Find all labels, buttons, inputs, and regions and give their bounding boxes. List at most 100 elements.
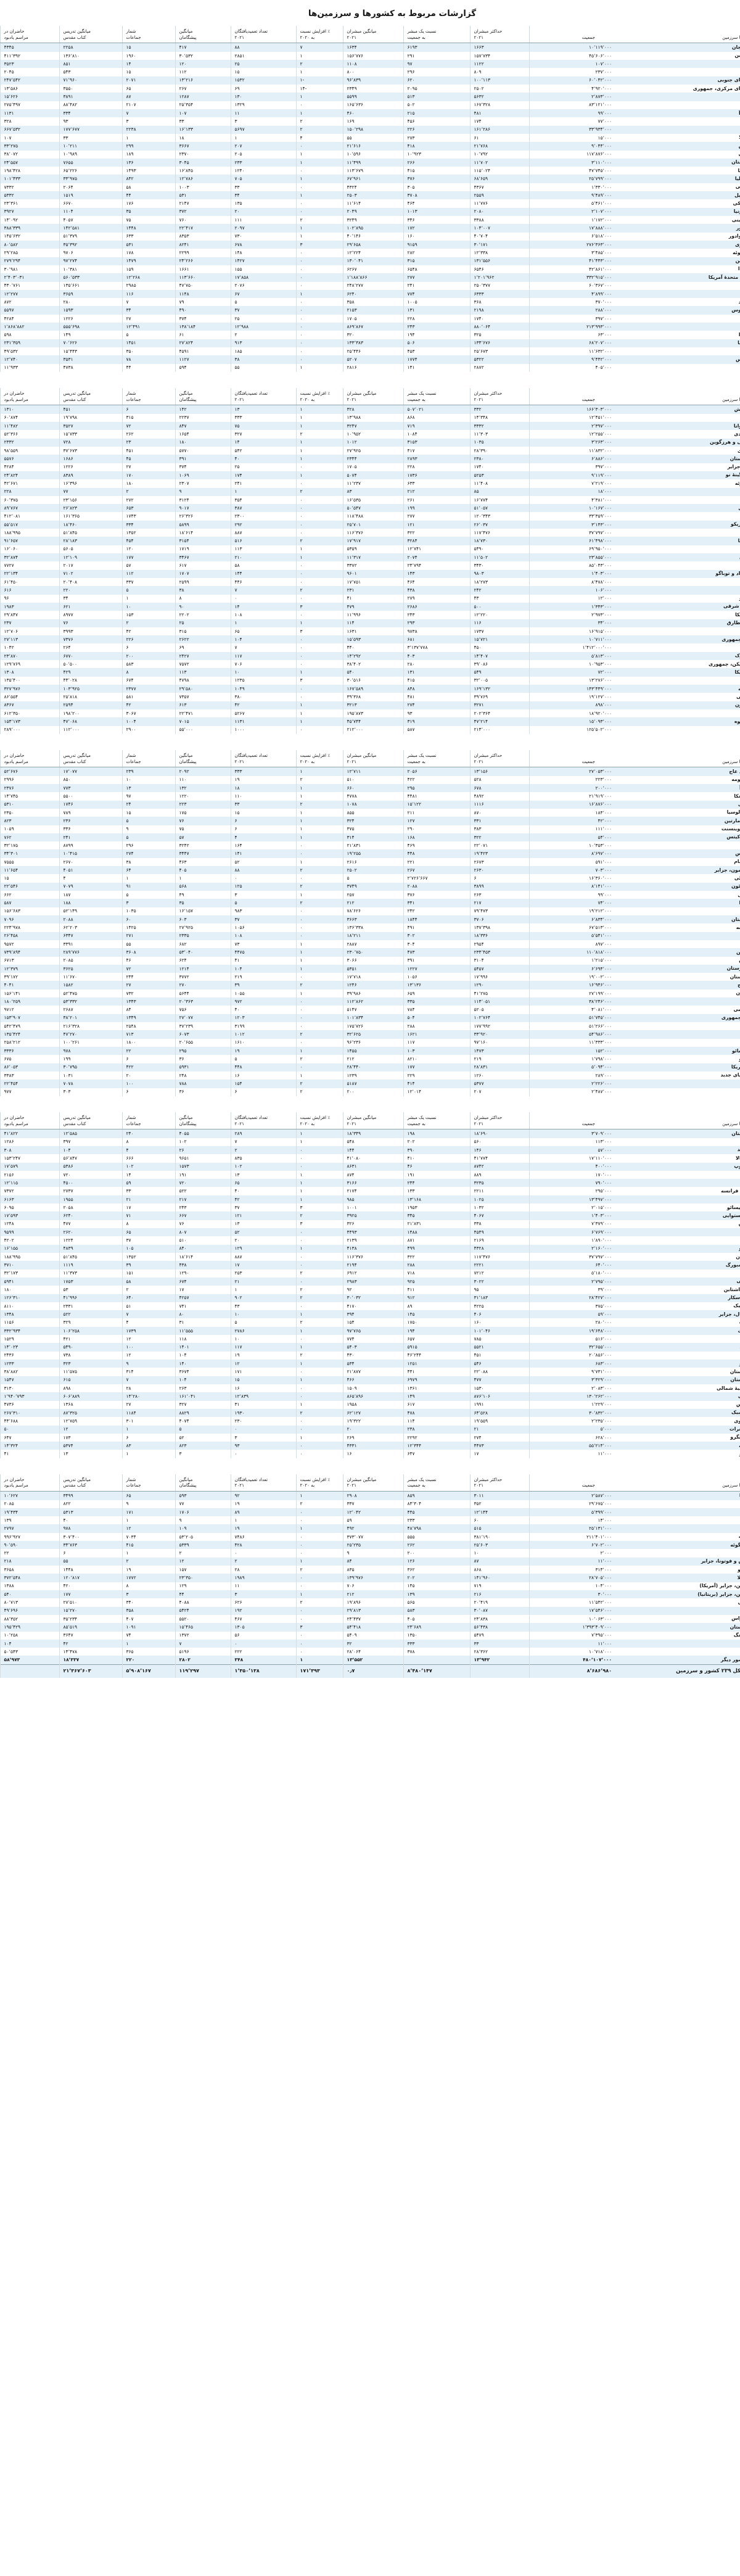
table-row: سنت کیتس۵۴٬۰۰۰۳۲۲۱۶۸۳۱۴۱۴۵۷۵۲۴۱۷۶۲ (0, 833, 735, 841)
cell-baptized: ۳ (208, 1434, 274, 1442)
cell-congregations: ۲۲ (100, 1047, 153, 1055)
cell-avg-studies: ۵۱٬۳۷۹ (37, 233, 100, 241)
cell-name: آذربایجان (625, 43, 735, 52)
cell-avg-pioneers: ۵۶۴۴ (153, 989, 208, 997)
cell-memorial: ۷۶۲ (0, 833, 37, 841)
cell-congregations: ۴۵۴ (100, 537, 153, 545)
table-row: هلند ۱۷٬۵۴۶٬۰۰۰ ۳۰٬۰۸۷ ۵۸۳ ۲۹٬۸۱۳ ۰ ۱۹۲ ۵۴۲۴ ۳۵۸… (0, 1607, 735, 1615)
cell-baptized: ۱۱ (208, 109, 274, 117)
cell-congregations: ۲۷ (100, 1401, 153, 1409)
cell-avg-publishers: ۲۹۰۸ (321, 1492, 381, 1500)
cell-memorial: ۲۴۳۶ (0, 1352, 37, 1360)
cell-pct-increase: ۱ (274, 1195, 321, 1203)
cell-memorial: ۴۴٬۶۸۸ (0, 1417, 37, 1425)
cell-congregations: ۴۲ (100, 627, 153, 635)
cell-pct-increase: ۲ (274, 216, 321, 224)
cell-name: مونته‌نگرو (625, 1434, 735, 1442)
cell-pct-increase: ۱ (274, 68, 321, 76)
cell-ratio: ۱۰۱۳ (381, 208, 448, 216)
cell-pct-increase: ۲ (274, 776, 321, 784)
table-row: فنلاند ۵٬۵۴۱٬۰۰۰ ۱۸٬۳۳۶ ۳۰۲ ۱۸٬۲۱۱ ۰ ۱۰۸ ۲۳۳۵ ۲۷… (0, 932, 735, 940)
cell-memorial: ۸۱۱۰ (0, 1302, 37, 1310)
table-row: سائوتومه۲۲۳٬۰۰۰۵۲۸۴۲۲۵۱۰۲۱۹۱۱۰۱۰۸۵۰۲۹۹۶ (0, 776, 735, 784)
cell-peak-publishers: ۱۰٬۷۹۲ (448, 151, 507, 159)
cell-avg-pioneers: ۴۷٬۷۵۰ (153, 282, 208, 290)
cell-avg-pioneers: ۲۱۷ (153, 1195, 208, 1203)
cell-memorial: ۳۲٬۱۷۳ (0, 1269, 37, 1278)
cell-pct-increase: ۰ (274, 1574, 321, 1582)
cell-peak-publishers: ۱۵٬۷۲۱ (448, 635, 507, 643)
cell-congregations: ۱۷۱ (100, 1508, 153, 1516)
table-row: دومینیکن، جمهوری ۱۰٬۹۵۳٬۰۰۰ ۳۹٬۰۸۶ ۲۸۰ ۳۸٬۴۰… (0, 660, 735, 668)
cell-avg-studies: ۳۴ (37, 595, 100, 603)
cell-congregations: ۱۲٬۲۶۸ (100, 273, 153, 281)
cell-avg-publishers: ۱۷۰۵ (321, 463, 381, 471)
table-row: گوادلوپ۴۰۰٬۰۰۰۸۷۴۲۴۶۸۶۳۱۰۱۰۲۱۵۷۳۱۰۲۵۳۸۶۱… (0, 1163, 735, 1171)
cell-memorial: ۲٬۴۰۳٬۰۳۱ (0, 273, 37, 281)
cell-congregations: ۴۵ (100, 455, 153, 463)
cell-peak-publishers: ۴۳ (448, 595, 507, 603)
cell-avg-publishers: ۳۳۷ (321, 1500, 381, 1508)
cell-ratio: ۸۵۹ (381, 1492, 448, 1500)
cell-avg-pioneers: ۵۸۹۹ (153, 521, 208, 529)
table-row: ایتالیا ۶۰٬۳۶۷٬۰۰۰ ۲۵۰٬۳۷۷ ۲۴۱ ۲۴۸٬۲۷۷ ۰ ۲۰۷۶ ۴… (0, 282, 735, 290)
cell-memorial: ۲۱۵۶ (0, 1171, 37, 1179)
cell-avg-studies: ۲۰۶۴ (37, 183, 100, 191)
table-row: نروژ ۵٬۳۹۹٬۰۰۰ ۱۲٬۱۴۴ ۴۴۵ ۱۲٬۰۴۲ ۰ ۸۹ ۱۷۰۶ ۱۷۱ ۵۳… (0, 1508, 735, 1516)
table-row: اوروگوئه ۳٬۴۸۵٬۰۰۰ ۱۲٬۳۳۸ ۲۸۲ ۱۲٬۲۲۴ ۰ ۱۴۸ ۲۲۹۹… (0, 249, 735, 257)
cell-congregations: ۶ (100, 1434, 153, 1442)
cell-avg-publishers: ۲۹٬۸۱۳ (321, 1607, 381, 1615)
cell-avg-studies: ۷۰۷۹ (37, 883, 100, 891)
cell-avg-publishers: ۱۵۰٬۲۹۸ (321, 126, 381, 134)
cell-baptized: ۱۹ (208, 1524, 274, 1532)
cell-name: اسرائیل (625, 191, 735, 199)
cell-avg-publishers: ۱۰۱۲ (321, 439, 381, 447)
cell-avg-studies: ۲۸۹٬۷۷۶ (37, 948, 100, 956)
cell-avg-publishers: ۹۶۰۱ (321, 570, 381, 578)
cell-peak-publishers: ۱۰۲۵ (448, 1195, 507, 1203)
cell-peak-publishers: ۸۵ (448, 488, 507, 496)
cell-ratio: ۲۲۸ (381, 315, 448, 323)
cell-peak-publishers: ۶۷۸ (448, 784, 507, 792)
cell-avg-studies: ۱۵٬۷۳۳ (37, 430, 100, 438)
cell-avg-pioneers: ۵۳٬۰۴۰ (153, 948, 208, 956)
cell-memorial: ۳۲۸ (0, 117, 37, 125)
cell-name: سنگال (625, 801, 735, 809)
cell-peak-publishers: ۴۰۶۷ (448, 1212, 507, 1220)
cell-pct-increase: ۱ (274, 439, 321, 447)
table-row: ساحل عاج ۲۷٬۰۵۳٬۰۰۰ ۱۳٬۱۵۶ ۲۰۵۶ ۱۲٬۷۱۱ ۱ ۳۳۳ ۲۰… (0, 767, 735, 776)
cell-name: ترینیداد و توباگو (625, 570, 735, 578)
cell-avg-publishers: ۴۰٬۱۴۶ (321, 233, 381, 241)
cell-peak-publishers: ۴۸۱ (448, 109, 507, 117)
cell-avg-publishers: ۲۸۱۶ (321, 364, 381, 372)
cell-baptized: ۲۳۳ (208, 159, 274, 167)
cell-avg-publishers: ۱۶۳۱ (321, 627, 381, 635)
cell-avg-publishers: ۵۱۴۷ (321, 1005, 381, 1013)
cell-peak-publishers: ۱۲٬۱۴۴ (448, 1508, 507, 1516)
cell-memorial: ۱۰۵۹ (0, 825, 37, 833)
cell-avg-publishers: ۵۴۰۳ (321, 1343, 381, 1351)
cell-avg-publishers: ۱۲٬۲۲۴ (321, 249, 381, 257)
cell-name: نامیبیا (625, 1492, 735, 1500)
cell-congregations: ۱۸۰۰ (100, 1039, 153, 1047)
cell-avg-pioneers: ۲۲۳۷ (153, 414, 208, 422)
table-row: لبنان۶٬۷۶۹٬۰۰۰۴۵۴۹۱۴۸۸۴۴۹۳۰۵۲۸۰۷۶۵۲۶۲۰۹۵… (0, 1228, 735, 1236)
cell-congregations: ۴ (100, 1318, 153, 1326)
cell-peak-publishers: ۳۲٬۰۰۵ (448, 677, 507, 685)
cell-pct-increase: ۰ (274, 570, 321, 578)
cell-avg-pioneers: ۱۰۶۹ (153, 471, 208, 479)
cell-avg-publishers: ۱۷٬۷۵۱ (321, 578, 381, 586)
cell-avg-studies: ۳۲۳ (37, 1360, 100, 1368)
table-row: نپال۲۹٬۶۷۵٬۰۰۰۳۵۲۸۴٬۳۰۴۳۳۷۲۱۹۷۷۹۸۲۲۲۰۸۵ (0, 1500, 735, 1508)
cell-ratio: ۴۴۸۱ (381, 792, 448, 800)
cell-ratio: ۳۹۰ (381, 1146, 448, 1154)
cell-avg-publishers: ۲۱۲ (321, 1055, 381, 1063)
cell-avg-studies: ۱۶٬۳۹۶ (37, 479, 100, 487)
cell-avg-publishers: ۱۶۷٬۵۸۹ (321, 685, 381, 693)
cell-peak-publishers: ۲۷۴ (448, 1434, 507, 1442)
cell-peak-publishers: ۴۵۴۹ (448, 1228, 507, 1236)
cell-peak-publishers: ۵۲۰۵ (448, 1005, 507, 1013)
cell-population: ۴۰۵٬۰۰۰ (507, 364, 625, 372)
cell-name: آنگویلا (625, 134, 735, 142)
cell-name: لیختن‌اشتاین (625, 1286, 735, 1294)
